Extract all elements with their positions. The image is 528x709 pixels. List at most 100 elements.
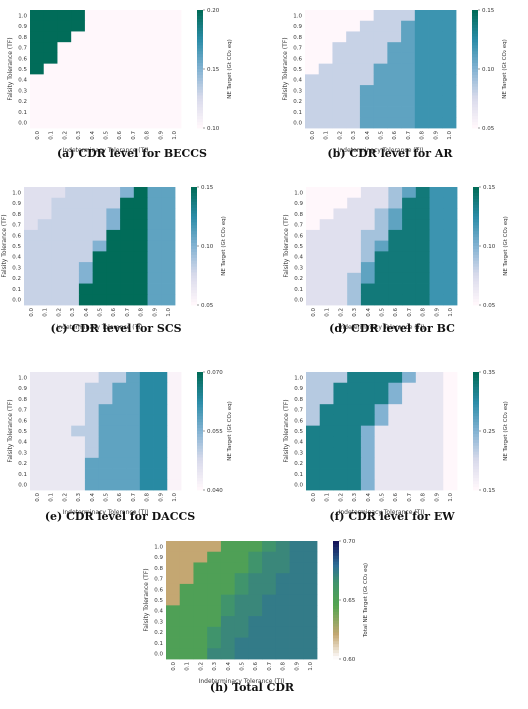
heatmap-cell xyxy=(167,106,182,118)
y-tick-label: 0.7 xyxy=(18,408,27,414)
heatmap-cell xyxy=(305,52,320,65)
heatmap-cell xyxy=(402,272,417,284)
colorbar-segment xyxy=(473,433,479,438)
heatmap-cell xyxy=(443,262,458,274)
heatmap-cell xyxy=(57,404,72,416)
heatmap-cell xyxy=(319,262,334,274)
heatmap-cell xyxy=(305,10,320,22)
heatmap-cell xyxy=(318,117,333,129)
heatmap-cell xyxy=(78,251,94,263)
y-tick-label: 0.7 xyxy=(294,223,303,229)
heatmap-cell xyxy=(388,404,403,416)
heatmap-cell xyxy=(262,648,277,660)
heatmap-cell xyxy=(360,382,376,394)
heatmap-cell xyxy=(207,637,222,649)
x-tick-label: 0.3 xyxy=(352,493,358,502)
colorbar-segment xyxy=(473,413,479,417)
heatmap-cell xyxy=(443,457,458,469)
y-tick-label: 0.5 xyxy=(154,598,163,604)
colorbar-segment xyxy=(333,549,339,554)
heatmap-cell xyxy=(443,208,458,220)
y-tick-label: 0.0 xyxy=(12,298,21,304)
heatmap-cell xyxy=(443,197,458,209)
heatmap-cell xyxy=(193,551,208,563)
heatmap-cell xyxy=(262,605,277,617)
heatmap-cell xyxy=(429,393,444,405)
heatmap-cell xyxy=(401,63,416,75)
heatmap-cell xyxy=(401,74,416,86)
heatmap-cell xyxy=(359,20,375,32)
heatmap-cell xyxy=(428,85,443,97)
heatmap-cell xyxy=(43,414,58,427)
heatmap-cell xyxy=(234,626,249,638)
heatmap-cell xyxy=(234,541,249,553)
colorbar-segment xyxy=(197,107,203,111)
heatmap-cell xyxy=(147,262,162,274)
heatmap-cell xyxy=(179,637,194,649)
heatmap-cell xyxy=(57,414,72,427)
heatmap-cell xyxy=(84,95,100,107)
x-tick-label: 0.8 xyxy=(145,131,151,140)
heatmap-cell xyxy=(414,31,429,43)
heatmap-cell xyxy=(401,117,416,129)
heatmap-cell xyxy=(30,414,45,427)
x-tick-label: 0.7 xyxy=(407,308,413,317)
heatmap-cell xyxy=(442,106,457,118)
heatmap-cell xyxy=(30,404,45,416)
colorbar-tick-label: 0.070 xyxy=(207,370,223,376)
subfigure-caption: (h) Total CDR xyxy=(210,681,295,694)
heatmap-cell xyxy=(306,187,321,199)
heatmap-cell xyxy=(51,187,66,199)
colorbar-segment xyxy=(333,605,339,610)
heatmap-cell xyxy=(442,74,457,86)
heatmap-cell xyxy=(306,262,321,274)
heatmap-cell xyxy=(346,95,361,107)
colorbar-tick-label: 0.15 xyxy=(207,67,220,73)
heatmap-cell xyxy=(442,117,457,129)
colorbar-tick-label: 0.15 xyxy=(201,185,214,191)
heatmap-cell xyxy=(360,240,376,252)
heatmap-cell xyxy=(234,605,249,617)
colorbar-segment xyxy=(472,36,478,40)
heatmap-cell xyxy=(112,85,127,97)
heatmap-cell xyxy=(414,42,429,54)
heatmap-cell xyxy=(78,208,94,220)
colorbar-segment xyxy=(191,251,197,256)
colorbar-segment xyxy=(473,296,479,300)
colorbar-segment xyxy=(473,457,479,461)
heatmap-cell xyxy=(30,31,45,43)
x-tick-label: 0.0 xyxy=(311,308,317,317)
heatmap-cell xyxy=(333,219,348,231)
heatmap-cell xyxy=(388,251,403,263)
heatmap-cell xyxy=(387,10,402,22)
heatmap-cell xyxy=(388,219,403,231)
colorbar-segment xyxy=(473,395,479,399)
heatmap-cell xyxy=(30,42,45,54)
heatmap-cell xyxy=(388,457,403,469)
heatmap-panel: 1.00.90.80.70.60.50.40.30.20.10.00.0 0.1 0… xyxy=(283,370,509,523)
heatmap-cell xyxy=(306,294,321,306)
heatmap-cell xyxy=(161,272,176,284)
colorbar-segment xyxy=(333,541,339,545)
heatmap-cell xyxy=(333,457,348,469)
x-tick-label: 0.0 xyxy=(35,493,41,502)
colorbar-segment xyxy=(473,380,479,385)
colorbar-segment xyxy=(197,18,203,23)
heatmap-cell xyxy=(415,283,430,295)
heatmap-cell xyxy=(37,294,52,306)
colorbar-segment xyxy=(197,454,203,458)
heatmap-cell xyxy=(30,95,45,107)
heatmap-cell xyxy=(319,208,334,220)
y-tick-label: 0.9 xyxy=(293,24,302,30)
heatmap-panel: 1.00.90.80.70.60.50.40.30.20.10.00.0 0.1 0… xyxy=(1,185,227,335)
heatmap-cell xyxy=(347,197,362,209)
x-tick-label: 0.8 xyxy=(421,493,427,502)
heatmap-cell xyxy=(319,219,334,231)
colorbar-segment xyxy=(197,71,203,76)
heatmap-cell xyxy=(24,187,39,199)
colorbar-segment xyxy=(197,42,203,46)
heatmap-cell xyxy=(43,31,58,43)
heatmap-cell xyxy=(57,393,72,405)
colorbar-segment xyxy=(472,77,478,82)
heatmap-cell xyxy=(120,187,135,199)
